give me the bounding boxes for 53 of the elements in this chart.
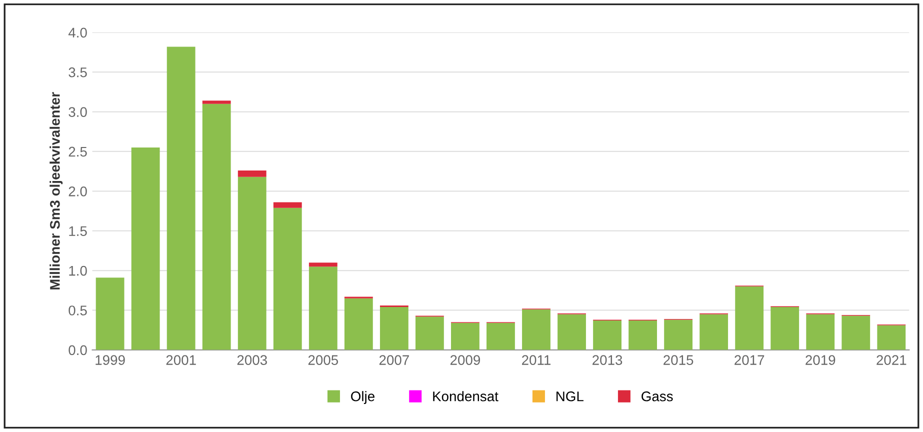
bar [308, 262, 338, 267]
y-tick-label: 2.0 [68, 186, 87, 196]
legend-label: Gass [642, 391, 673, 402]
bar [770, 307, 800, 350]
y-tick-label: 2.5 [68, 146, 87, 157]
bar [700, 314, 728, 350]
x-tick-label: 2007 [379, 355, 409, 365]
bar [202, 100, 231, 104]
x-tick-label: 1999 [96, 355, 125, 365]
bar [131, 148, 160, 350]
x-tick-label: 2013 [592, 355, 622, 365]
bar [806, 314, 835, 350]
bar [558, 314, 586, 350]
bar [877, 325, 906, 350]
y-axis-title: Millioner Sm3 oljeekvivalenter [50, 92, 63, 290]
y-tick-label: 0.0 [68, 345, 87, 356]
x-tick-label: 2011 [522, 355, 551, 365]
legend-label: Olje [351, 391, 374, 404]
bar [238, 176, 266, 350]
x-tick-label: 2003 [237, 355, 267, 365]
x-tick-label: 2019 [806, 355, 836, 365]
x-tick-label: 2009 [450, 355, 480, 365]
bar [522, 309, 550, 350]
y-tick-label: 1.0 [69, 266, 87, 276]
bar [238, 170, 266, 177]
bar [842, 316, 870, 350]
y-tick-label: 3.5 [68, 67, 87, 78]
bar [735, 286, 764, 350]
bar [380, 307, 408, 350]
bar [273, 202, 302, 208]
bar [593, 320, 622, 350]
x-tick-label: 2015 [664, 355, 694, 365]
bar [486, 322, 515, 350]
bar [166, 46, 196, 350]
x-tick-label: 2001 [166, 355, 196, 365]
bar [664, 320, 693, 350]
x-tick-label: 2021 [876, 355, 906, 365]
legend-label: Kondensat [433, 391, 498, 402]
y-tick-label: 0.5 [68, 306, 87, 316]
bar [96, 278, 124, 350]
bar [202, 104, 231, 350]
x-tick-label: 2005 [308, 355, 338, 365]
bar [451, 322, 480, 350]
y-tick-label: 3.0 [68, 107, 87, 117]
legend-label: NGL [556, 391, 584, 402]
bar [415, 316, 444, 350]
bar [273, 208, 302, 350]
x-tick-label: 2017 [734, 355, 764, 365]
bar [308, 266, 338, 350]
bar [344, 298, 373, 350]
y-tick-label: 1.5 [69, 226, 87, 236]
bar [628, 320, 657, 350]
y-tick-label: 4.0 [68, 28, 87, 38]
